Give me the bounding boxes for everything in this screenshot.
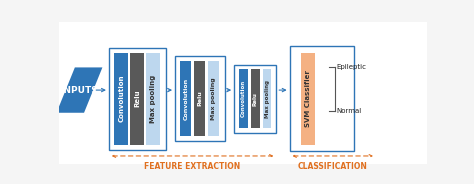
Text: Max pooling: Max pooling (150, 75, 156, 123)
Text: Relu: Relu (134, 90, 140, 107)
Text: Max pooling: Max pooling (264, 80, 270, 118)
Bar (114, 53, 128, 145)
Text: Relu: Relu (253, 92, 258, 106)
Bar (130, 53, 144, 145)
Bar (263, 69, 272, 128)
Text: INPUTS: INPUTS (61, 86, 98, 95)
Bar (181, 61, 191, 136)
Text: Convolution: Convolution (183, 77, 188, 120)
Text: Epileptic: Epileptic (337, 64, 366, 70)
Bar (146, 53, 160, 145)
Text: Normal: Normal (337, 108, 362, 114)
Text: Convolution: Convolution (118, 75, 124, 122)
Bar (208, 61, 219, 136)
Bar (239, 69, 248, 128)
Text: Relu: Relu (197, 91, 202, 107)
Text: SVM Classifier: SVM Classifier (305, 70, 310, 127)
Bar (251, 69, 260, 128)
Bar (301, 53, 315, 145)
FancyBboxPatch shape (175, 56, 225, 141)
Text: Convolution: Convolution (241, 80, 246, 117)
FancyBboxPatch shape (109, 48, 166, 150)
Bar (194, 61, 205, 136)
FancyBboxPatch shape (234, 65, 276, 133)
Polygon shape (56, 67, 102, 113)
Text: Max pooling: Max pooling (211, 77, 216, 120)
Text: CLASSIFICATION: CLASSIFICATION (298, 162, 368, 171)
Text: FEATURE EXTRACTION: FEATURE EXTRACTION (145, 162, 241, 171)
FancyBboxPatch shape (290, 46, 354, 151)
